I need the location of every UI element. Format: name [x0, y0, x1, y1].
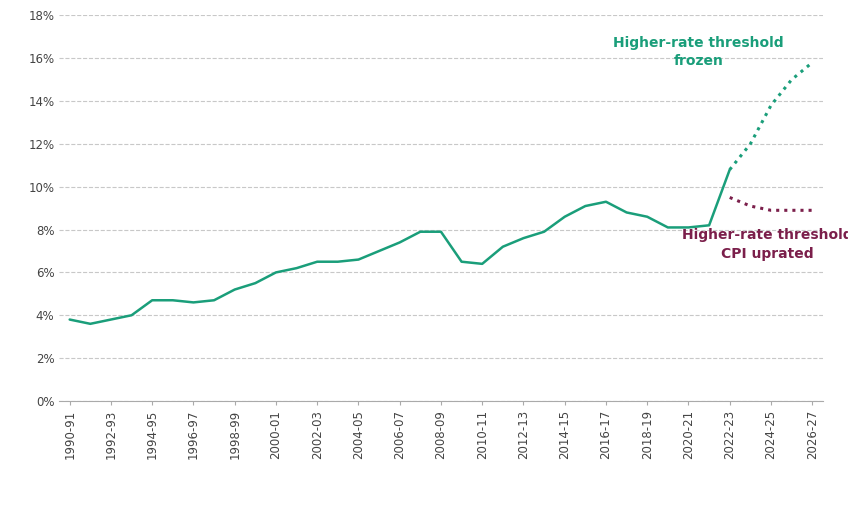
Text: Higher-rate threshold
frozen: Higher-rate threshold frozen: [613, 35, 784, 68]
Text: Higher-rate threshold
CPI uprated: Higher-rate threshold CPI uprated: [682, 228, 848, 261]
